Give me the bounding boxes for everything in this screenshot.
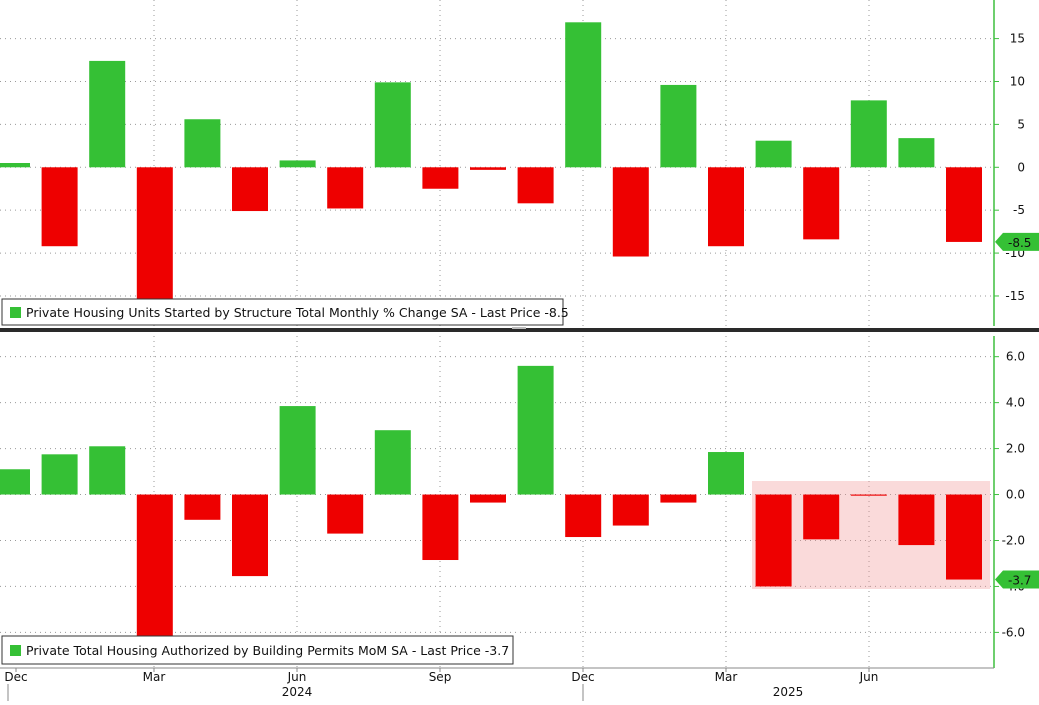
y-tick-label: 15 bbox=[1010, 32, 1025, 46]
bar bbox=[41, 167, 78, 247]
legend-box bbox=[1, 298, 564, 326]
y-tick-label: 0.0 bbox=[1006, 488, 1025, 502]
x-tick-label: Mar bbox=[143, 670, 166, 684]
bar bbox=[660, 84, 697, 168]
bar bbox=[850, 494, 887, 496]
last-price-tag bbox=[995, 232, 1039, 251]
legend-label: Private Housing Units Started by Structu… bbox=[26, 305, 569, 320]
last-price-tag bbox=[995, 570, 1039, 589]
bar bbox=[708, 452, 744, 495]
bar bbox=[0, 469, 30, 495]
bar bbox=[0, 163, 30, 168]
bar bbox=[422, 494, 459, 561]
x-tick-label: Mar bbox=[715, 670, 738, 684]
bar bbox=[660, 494, 697, 503]
bar bbox=[279, 406, 316, 495]
last-price-label: -8.5 bbox=[1008, 236, 1031, 250]
bar bbox=[946, 494, 982, 580]
bar bbox=[565, 22, 602, 168]
x-tick-label: Jun bbox=[287, 670, 307, 684]
y-tick-label: 2.0 bbox=[1006, 442, 1025, 456]
y-tick-label: -15 bbox=[1005, 289, 1025, 303]
bar bbox=[89, 60, 126, 168]
bar bbox=[708, 167, 744, 247]
x-tick-label: Dec bbox=[571, 670, 594, 684]
bar bbox=[232, 167, 268, 212]
x-tick-label: Jun bbox=[859, 670, 879, 684]
bar bbox=[898, 494, 935, 546]
legend-label: Private Total Housing Authorized by Buil… bbox=[26, 643, 509, 658]
y-tick-label: 5 bbox=[1017, 117, 1025, 131]
bar bbox=[422, 167, 459, 189]
bar bbox=[232, 494, 268, 577]
y-tick-label: 10 bbox=[1010, 75, 1025, 89]
bar bbox=[470, 167, 506, 170]
bar bbox=[327, 494, 364, 534]
y-tick-label: -2.0 bbox=[1002, 533, 1025, 547]
x-year-label: 2024 bbox=[282, 685, 313, 699]
bar bbox=[517, 365, 554, 495]
bar bbox=[755, 494, 792, 587]
bar bbox=[374, 82, 411, 168]
legend-box bbox=[1, 635, 514, 665]
bar bbox=[374, 430, 411, 495]
last-price-label: -3.7 bbox=[1008, 574, 1031, 588]
bar bbox=[327, 167, 364, 209]
bar bbox=[803, 167, 840, 240]
bar bbox=[279, 160, 316, 168]
x-year-label: 2025 bbox=[773, 685, 804, 699]
bar bbox=[470, 494, 506, 503]
bar bbox=[803, 494, 840, 540]
bar bbox=[136, 494, 173, 637]
y-tick-label: 6.0 bbox=[1006, 350, 1025, 364]
y-tick-label: -5 bbox=[1013, 203, 1025, 217]
y-tick-label: -6.0 bbox=[1002, 625, 1025, 639]
divider-handle bbox=[512, 327, 526, 329]
y-tick-label: 4.0 bbox=[1006, 396, 1025, 410]
bar bbox=[89, 446, 126, 495]
bar bbox=[41, 454, 78, 495]
bar bbox=[850, 100, 887, 168]
x-tick-label: Sep bbox=[429, 670, 452, 684]
bar bbox=[565, 494, 602, 538]
legend-swatch bbox=[10, 645, 21, 656]
bar bbox=[898, 138, 935, 168]
bar bbox=[517, 167, 554, 204]
x-tick-label: Dec bbox=[4, 670, 27, 684]
bar bbox=[612, 494, 649, 526]
bar bbox=[184, 119, 221, 168]
bar bbox=[184, 494, 221, 520]
bar bbox=[946, 167, 982, 242]
legend-swatch bbox=[10, 307, 21, 318]
panel-divider bbox=[0, 328, 1039, 332]
bar bbox=[755, 140, 792, 168]
bar bbox=[612, 167, 649, 257]
bar bbox=[136, 167, 173, 301]
y-tick-label: 0 bbox=[1017, 160, 1025, 174]
